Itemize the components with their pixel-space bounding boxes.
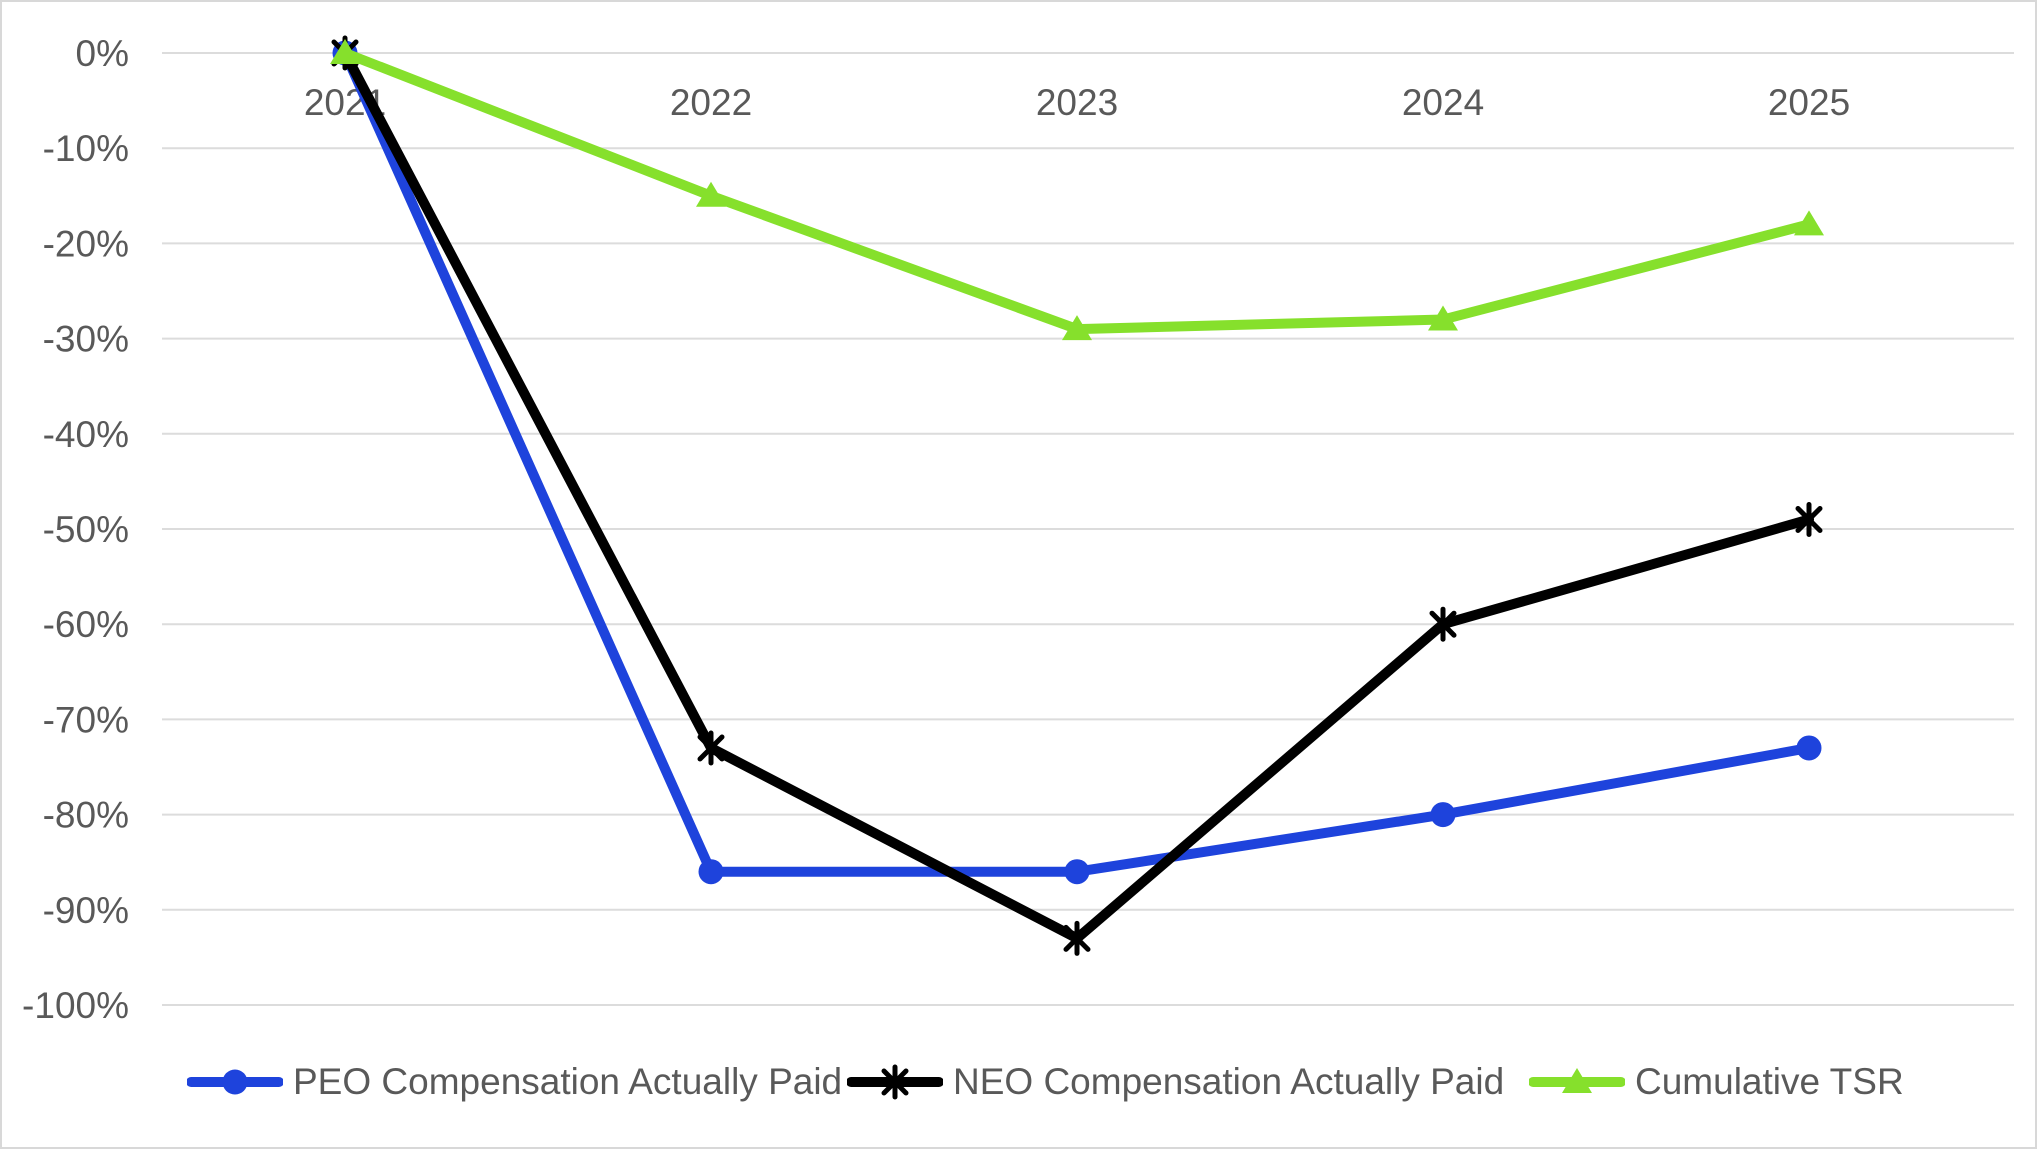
y-tick-label: -60% <box>43 604 129 645</box>
triangle-marker-icon <box>1794 210 1824 236</box>
legend-item-neo: NEO Compensation Actually Paid <box>847 1060 1504 1104</box>
series-lines <box>330 35 1824 956</box>
circle-marker-icon <box>1064 859 1090 885</box>
x-tick-label: 2022 <box>670 82 752 123</box>
legend-label-neo: NEO Compensation Actually Paid <box>953 1061 1505 1102</box>
peo-line-marker-icon <box>187 1069 283 1095</box>
asterisk-marker-icon <box>1063 920 1091 956</box>
legend-label-peo: PEO Compensation Actually Paid <box>293 1061 843 1102</box>
x-tick-label: 2023 <box>1036 82 1118 123</box>
tsr-line-marker-icon <box>1529 1068 1625 1093</box>
asterisk-marker-icon <box>881 1064 909 1100</box>
triangle-marker-icon <box>1428 305 1458 331</box>
x-tick-label: 2024 <box>1402 82 1484 123</box>
y-tick-label: -30% <box>43 319 129 360</box>
triangle-marker-icon <box>1062 315 1092 341</box>
x-axis-tick-labels: 2021 2022 2023 2024 2025 <box>304 82 1850 123</box>
y-axis-tick-labels: 0% -10% -20% -30% -40% -50% -60% -70% -80% -90% -1… <box>22 33 129 1026</box>
circle-marker-icon <box>222 1069 248 1095</box>
asterisk-marker-icon <box>697 730 725 766</box>
y-tick-label: -100% <box>22 985 129 1026</box>
y-tick-label: -80% <box>43 795 129 836</box>
triangle-marker-icon <box>1562 1068 1592 1093</box>
gridlines <box>162 52 2014 1006</box>
asterisk-marker-icon <box>1429 606 1457 642</box>
legend-label-tsr: Cumulative TSR <box>1635 1061 1904 1102</box>
triangle-marker-icon <box>696 181 726 207</box>
y-tick-label: -50% <box>43 509 129 550</box>
asterisk-marker-icon <box>1795 501 1823 537</box>
circle-marker-icon <box>1796 735 1822 761</box>
legend-item-peo: PEO Compensation Actually Paid <box>187 1060 842 1104</box>
y-tick-label: -90% <box>43 890 129 931</box>
circle-marker-icon <box>698 859 724 885</box>
circle-marker-icon <box>1430 802 1456 828</box>
y-tick-label: -10% <box>43 128 129 169</box>
y-tick-label: -40% <box>43 414 129 455</box>
neo-line-marker-icon <box>847 1064 943 1100</box>
series-line-1 <box>340 48 1814 944</box>
y-tick-label: -20% <box>43 223 129 264</box>
y-tick-label: 0% <box>76 33 129 74</box>
triangle-marker-icon <box>330 39 360 64</box>
legend-item-tsr: Cumulative TSR <box>1529 1060 1904 1104</box>
y-tick-label: -70% <box>43 699 129 740</box>
x-tick-label: 2025 <box>1768 82 1850 123</box>
